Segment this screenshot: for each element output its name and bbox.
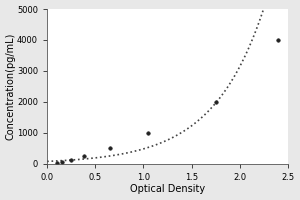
X-axis label: Optical Density: Optical Density bbox=[130, 184, 205, 194]
Y-axis label: Concentration(pg/mL): Concentration(pg/mL) bbox=[6, 33, 16, 140]
